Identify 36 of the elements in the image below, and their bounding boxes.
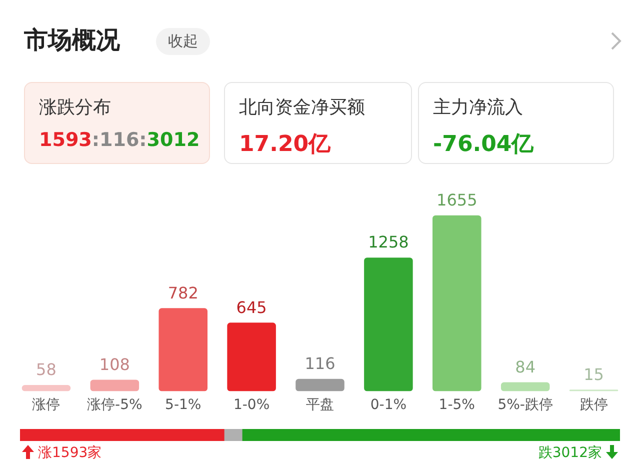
text: 1593:116:3012 (39, 129, 200, 151)
bar (432, 215, 482, 392)
data-label: 84 (515, 357, 536, 376)
data-label: 1258 (368, 232, 409, 252)
data-label: 15 (584, 364, 604, 384)
bar (90, 380, 140, 392)
data-label: 782 (168, 283, 198, 302)
data-label: 116 (304, 354, 336, 374)
x-tick-label: 1-0% (233, 397, 270, 414)
text: 收起 (156, 28, 210, 55)
data-label: 645 (236, 298, 267, 317)
bar (296, 378, 344, 392)
x-tick-label: 0-1% (370, 397, 407, 414)
bar (364, 258, 413, 392)
text: 跌3012家 (538, 444, 602, 462)
x-tick-label: 1-5% (438, 397, 475, 414)
x-tick-label: 平盘 (306, 397, 334, 414)
data-label: 58 (36, 360, 56, 380)
x-tick-label: 5%-跌停 (498, 397, 553, 414)
text: 主力净流入 (433, 96, 524, 119)
text: 北向资金净买额 (239, 96, 366, 119)
text: 涨跌分布 (39, 96, 112, 119)
x-tick-label: 涨停-5% (87, 397, 142, 414)
text: 涨1593家 (38, 444, 102, 462)
bar (158, 308, 208, 392)
data-label: 1655 (436, 190, 478, 210)
bar (22, 385, 71, 392)
text: -76.04亿 (433, 131, 535, 159)
data-label: 108 (99, 354, 130, 374)
x-tick-label: 涨停 (32, 397, 60, 414)
x-tick-label: 跌停 (580, 397, 608, 414)
text: 17.20亿 (239, 131, 332, 159)
chart-title: 市场概况 (24, 25, 120, 56)
x-tick-label: 5-1% (165, 397, 202, 414)
bar (500, 382, 550, 392)
bar (227, 322, 276, 392)
